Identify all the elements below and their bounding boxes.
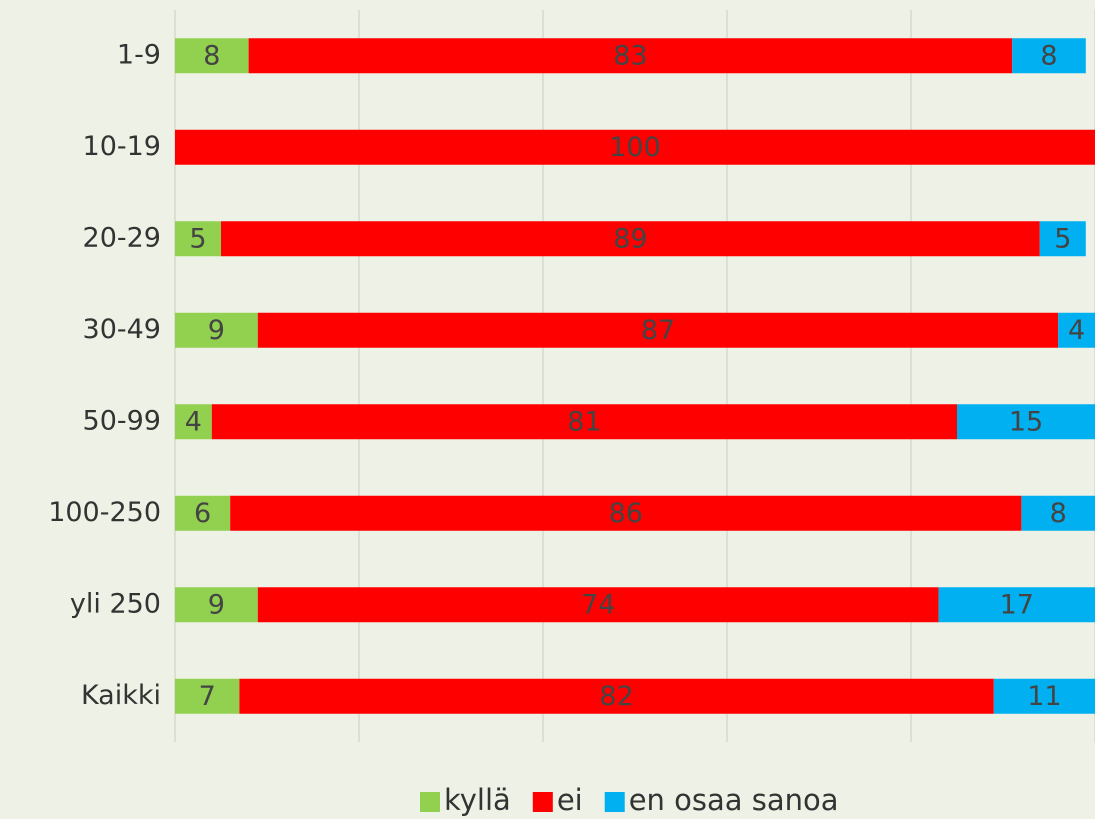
bar-segment (230, 495, 1022, 531)
legend-swatch (420, 792, 440, 812)
category-label: 10-19 (83, 131, 161, 162)
legend-label: ei (557, 783, 583, 817)
category-label: yli 250 (70, 588, 161, 619)
bar-segment (175, 587, 258, 623)
bar-segment (221, 221, 1040, 257)
bar-segment (993, 678, 1095, 714)
value-label: 15 (1009, 406, 1043, 437)
bar-segment (938, 587, 1095, 623)
category-label: 1-9 (117, 39, 161, 70)
bar-segment (239, 678, 994, 714)
value-label: 83 (613, 40, 647, 71)
value-label: 87 (641, 315, 675, 346)
bar-segment (175, 221, 221, 257)
category-label: 100-250 (48, 497, 161, 528)
value-label: 9 (208, 315, 225, 346)
bar-segment (1039, 221, 1086, 257)
legend-swatch (604, 792, 625, 812)
value-label: 11 (1027, 681, 1061, 712)
value-label: 4 (1068, 315, 1085, 346)
value-label: 100 (609, 132, 661, 163)
value-label: 82 (599, 681, 633, 712)
legend-swatch (532, 792, 553, 812)
value-label: 5 (189, 223, 206, 254)
bar-segment (957, 404, 1095, 440)
bar-segment (257, 312, 1059, 348)
value-label: 5 (1054, 223, 1071, 254)
bar-segment (1012, 38, 1086, 74)
category-label: 30-49 (83, 314, 161, 345)
value-label: 89 (613, 223, 647, 254)
bar-segment (175, 38, 249, 74)
category-label: 50-99 (83, 405, 161, 436)
bar-segment (248, 38, 1013, 74)
value-label: 6 (194, 498, 211, 529)
category-label: 20-29 (83, 222, 161, 253)
value-label: 81 (567, 406, 601, 437)
value-label: 8 (203, 40, 220, 71)
bar-segment (175, 312, 258, 348)
legend-label: kyllä (444, 783, 511, 817)
bar-segment (175, 678, 240, 714)
bar-segment (1058, 312, 1095, 348)
value-label: 9 (208, 589, 225, 620)
value-label: 7 (199, 681, 216, 712)
legend-label: en osaa sanoa (629, 783, 839, 817)
bar-segment (211, 404, 958, 440)
value-label: 86 (609, 498, 643, 529)
bar-segment (175, 129, 1095, 165)
bar-segment (257, 587, 939, 623)
bar-segment (1021, 495, 1095, 531)
value-label: 8 (1050, 498, 1067, 529)
bar-segment (175, 495, 231, 531)
value-label: 17 (1000, 589, 1034, 620)
value-label: 8 (1040, 40, 1057, 71)
value-label: 74 (581, 589, 615, 620)
bar-segment (175, 404, 212, 440)
category-label: Kaikki (81, 680, 161, 711)
value-label: 4 (185, 406, 202, 437)
